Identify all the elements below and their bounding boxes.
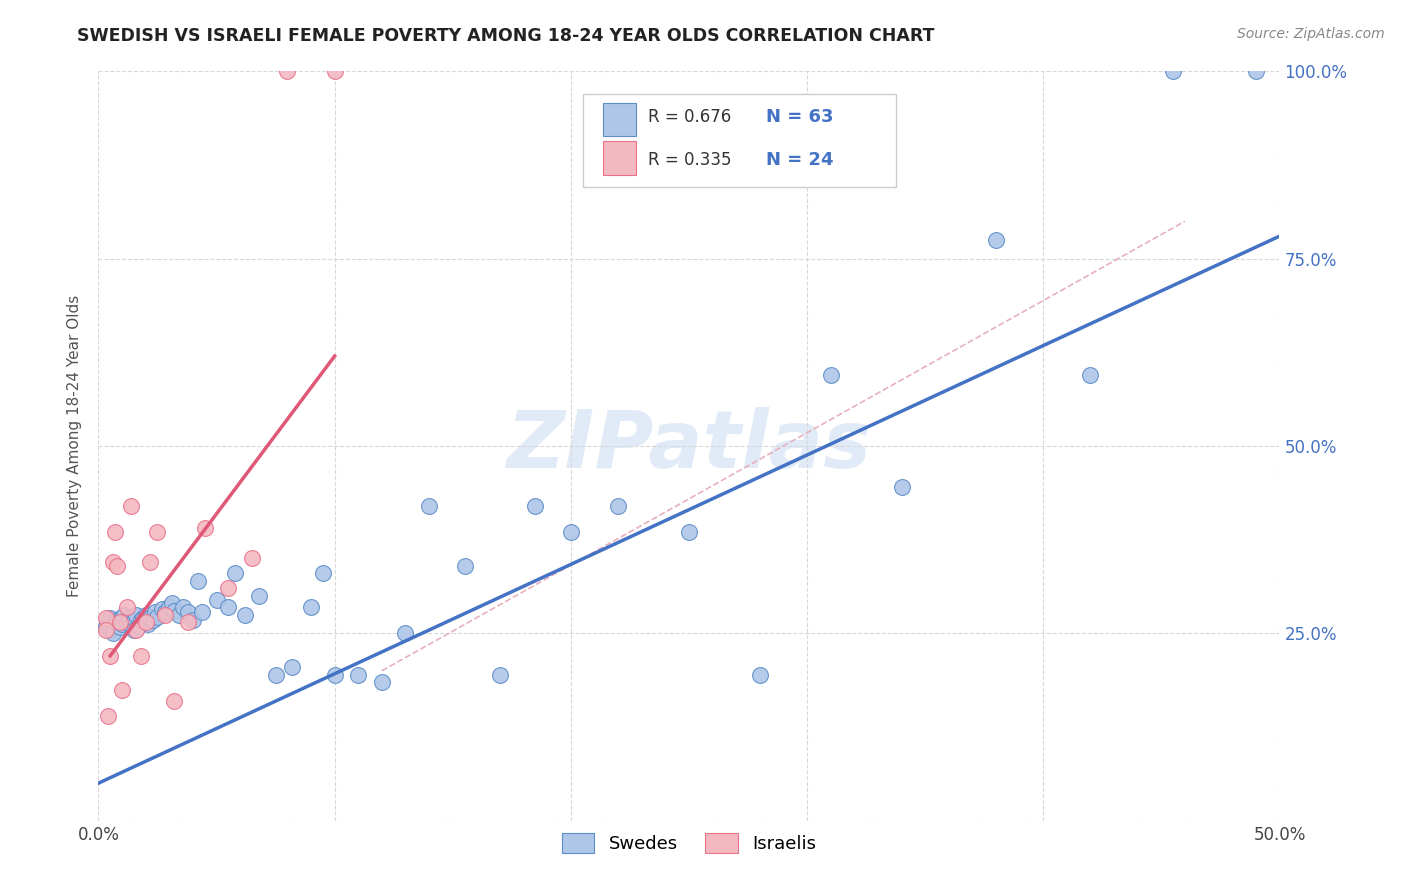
Point xyxy=(281,660,304,674)
Point xyxy=(890,480,912,494)
Text: Source: ZipAtlas.com: Source: ZipAtlas.com xyxy=(1237,27,1385,41)
Point xyxy=(129,613,152,627)
Text: SWEDISH VS ISRAELI FEMALE POVERTY AMONG 18-24 YEAR OLDS CORRELATION CHART: SWEDISH VS ISRAELI FEMALE POVERTY AMONG … xyxy=(77,27,935,45)
Point xyxy=(1244,64,1267,78)
Point xyxy=(560,525,582,540)
Point xyxy=(453,558,475,573)
Point xyxy=(108,620,131,634)
Point xyxy=(105,613,128,627)
Point xyxy=(94,619,117,633)
Text: N = 24: N = 24 xyxy=(766,151,834,169)
Point xyxy=(247,589,270,603)
Point xyxy=(394,626,416,640)
Point xyxy=(181,613,204,627)
Point xyxy=(98,648,121,663)
Text: ZIPatlas: ZIPatlas xyxy=(506,407,872,485)
Point xyxy=(139,555,162,569)
Point xyxy=(125,607,148,622)
Point xyxy=(489,667,512,681)
Point xyxy=(748,667,770,681)
Point xyxy=(264,667,287,681)
Point xyxy=(678,525,700,540)
FancyBboxPatch shape xyxy=(603,142,636,175)
Y-axis label: Female Poverty Among 18-24 Year Olds: Female Poverty Among 18-24 Year Olds xyxy=(66,295,82,597)
Point xyxy=(132,611,155,625)
Point xyxy=(323,667,346,681)
Point xyxy=(94,623,117,637)
Point xyxy=(177,615,200,629)
Point xyxy=(347,667,370,681)
Point xyxy=(129,648,152,663)
Point xyxy=(146,525,169,540)
Point xyxy=(224,566,246,581)
Point xyxy=(150,602,173,616)
Point xyxy=(187,574,209,588)
Point xyxy=(135,615,157,629)
Point xyxy=(101,626,124,640)
Point xyxy=(984,233,1007,247)
Point xyxy=(205,592,228,607)
Point xyxy=(153,605,176,619)
Text: N = 63: N = 63 xyxy=(766,109,834,127)
Point xyxy=(418,499,440,513)
Point xyxy=(98,623,121,637)
Point xyxy=(122,623,145,637)
Point xyxy=(312,566,335,581)
Point xyxy=(139,611,162,625)
Point xyxy=(105,558,128,573)
Text: R = 0.676: R = 0.676 xyxy=(648,109,731,127)
Point xyxy=(233,607,256,622)
Point xyxy=(121,499,143,513)
Point xyxy=(98,611,121,625)
Point xyxy=(142,613,165,627)
Point xyxy=(240,551,263,566)
Point xyxy=(217,600,239,615)
Point xyxy=(104,615,127,629)
FancyBboxPatch shape xyxy=(603,103,636,136)
Point xyxy=(163,604,186,618)
Text: R = 0.335: R = 0.335 xyxy=(648,151,731,169)
Point xyxy=(118,611,141,625)
Point xyxy=(1080,368,1102,382)
Point xyxy=(524,499,547,513)
Point xyxy=(125,623,148,637)
Point xyxy=(191,605,214,619)
Point xyxy=(323,64,346,78)
Point xyxy=(104,525,127,540)
Point xyxy=(157,600,180,615)
Point xyxy=(112,608,135,623)
Point xyxy=(194,521,217,535)
Point xyxy=(177,605,200,619)
Point xyxy=(276,64,298,78)
Point xyxy=(172,600,194,615)
Point xyxy=(820,368,842,382)
Point xyxy=(143,605,166,619)
Point xyxy=(108,615,131,629)
Point xyxy=(153,607,176,622)
Point xyxy=(101,555,124,569)
Point xyxy=(299,600,322,615)
Point xyxy=(115,600,138,615)
Legend: Swedes, Israelis: Swedes, Israelis xyxy=(555,826,823,860)
Point xyxy=(217,582,239,596)
Point xyxy=(146,610,169,624)
Point xyxy=(115,615,138,629)
Point xyxy=(135,607,157,622)
FancyBboxPatch shape xyxy=(582,94,896,187)
Point xyxy=(128,619,150,633)
Point xyxy=(111,682,134,697)
Point xyxy=(121,619,143,633)
Point xyxy=(111,617,134,632)
Point xyxy=(607,499,630,513)
Point xyxy=(371,675,394,690)
Point xyxy=(111,610,134,624)
Point xyxy=(167,607,190,622)
Point xyxy=(94,611,117,625)
Point xyxy=(97,708,120,723)
Point xyxy=(136,617,159,632)
Point xyxy=(160,596,183,610)
Point xyxy=(1161,64,1184,78)
Point xyxy=(122,613,145,627)
Point xyxy=(163,694,186,708)
